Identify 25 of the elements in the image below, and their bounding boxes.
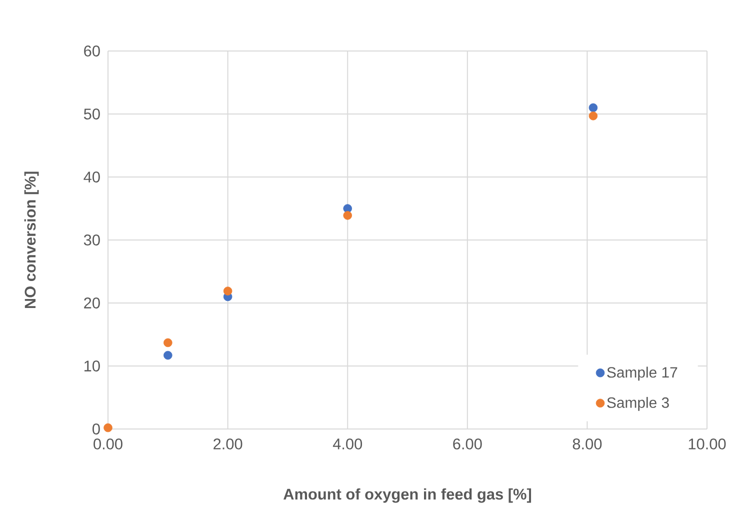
legend-label: Sample 17 — [607, 366, 678, 381]
x-tick-label: 6.00 — [453, 438, 482, 450]
point — [164, 338, 172, 348]
x-tick-label: 10.00 — [688, 438, 726, 450]
legend-label: Sample 3 — [607, 396, 669, 411]
y-tick-label: 10 — [84, 360, 100, 372]
y-tick-label: 30 — [84, 234, 100, 246]
point — [343, 204, 352, 213]
y-tick-label: 0 — [92, 424, 100, 434]
point — [223, 286, 232, 296]
y-tick-label: 50 — [84, 108, 100, 120]
x-tick-label: 8.00 — [572, 438, 602, 450]
x-tick-label: 2.00 — [214, 438, 242, 450]
x-tick-label: 4.00 — [332, 438, 362, 450]
y-tick-label: 40 — [84, 172, 100, 182]
point — [588, 103, 598, 112]
point — [588, 112, 598, 120]
y-tick-label: 20 — [84, 298, 100, 308]
point — [343, 211, 352, 220]
y-axis-title: NO conversion [%] — [24, 172, 39, 308]
x-tick-label: 0.00 — [94, 438, 122, 450]
point — [104, 423, 112, 432]
point — [164, 350, 172, 360]
y-tick-label: 60 — [84, 46, 100, 56]
x-axis-title: Amount of oxygen in feed gas [%] — [283, 488, 532, 503]
